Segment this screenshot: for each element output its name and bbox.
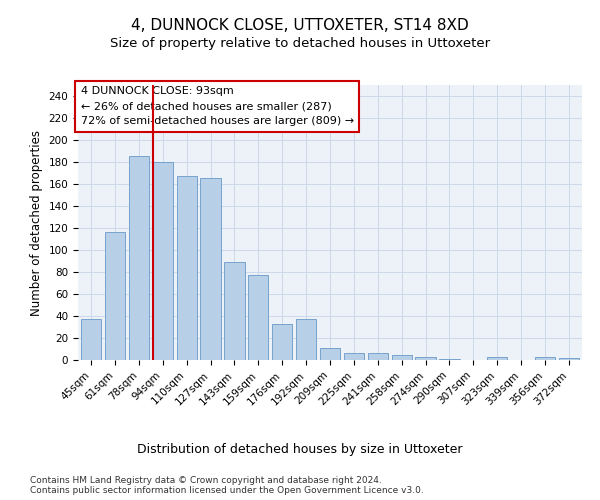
Bar (105, 232, 125, 360)
Bar (415, 356, 436, 360)
Bar (487, 356, 508, 360)
Bar (224, 262, 245, 360)
Bar (392, 354, 412, 360)
Bar (272, 324, 292, 360)
Bar (81, 320, 101, 360)
Bar (559, 358, 579, 360)
Y-axis label: Number of detached properties: Number of detached properties (30, 130, 43, 316)
Bar (248, 276, 268, 360)
Bar (296, 320, 316, 360)
Bar (368, 354, 388, 360)
Bar (344, 354, 364, 360)
Text: Distribution of detached houses by size in Uttoxeter: Distribution of detached houses by size … (137, 442, 463, 456)
Text: 4, DUNNOCK CLOSE, UTTOXETER, ST14 8XD: 4, DUNNOCK CLOSE, UTTOXETER, ST14 8XD (131, 18, 469, 32)
Bar (439, 359, 460, 360)
Text: Contains HM Land Registry data © Crown copyright and database right 2024.
Contai: Contains HM Land Registry data © Crown c… (30, 476, 424, 495)
Bar (152, 162, 173, 360)
Bar (176, 176, 197, 360)
Bar (129, 156, 149, 360)
Bar (320, 348, 340, 360)
Bar (200, 178, 221, 360)
Bar (535, 356, 555, 360)
Text: 4 DUNNOCK CLOSE: 93sqm
← 26% of detached houses are smaller (287)
72% of semi-de: 4 DUNNOCK CLOSE: 93sqm ← 26% of detached… (80, 86, 353, 126)
Text: Size of property relative to detached houses in Uttoxeter: Size of property relative to detached ho… (110, 38, 490, 51)
